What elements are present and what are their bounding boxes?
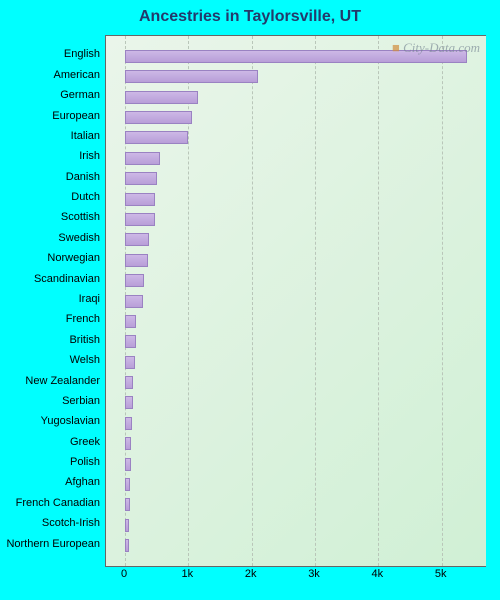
y-tick-label: Welsh [0,354,100,366]
bar [125,213,155,226]
y-tick-label: Scottish [0,211,100,223]
ancestry-chart: Ancestries in Taylorsville, UT ■ City-Da… [0,0,500,600]
y-tick-label: Irish [0,150,100,162]
x-tick-label: 2k [245,568,257,580]
y-tick-label: Serbian [0,395,100,407]
y-tick-label: British [0,334,100,346]
y-tick-label: Iraqi [0,293,100,305]
bar [125,335,136,348]
x-tick-label: 3k [308,568,320,580]
bar [125,274,144,287]
bar [125,233,149,246]
y-tick-label: Polish [0,456,100,468]
y-tick-label: Afghan [0,476,100,488]
bar [125,295,143,308]
y-tick-label: Scandinavian [0,273,100,285]
chart-title: Ancestries in Taylorsville, UT [0,0,500,26]
x-tick-label: 1k [182,568,194,580]
y-tick-label: French Canadian [0,497,100,509]
bar [125,417,132,430]
y-tick-label: Swedish [0,232,100,244]
bar [125,519,129,532]
bar [125,111,192,124]
grid-line [252,36,253,566]
x-tick-label: 0 [121,568,127,580]
y-tick-label: Scotch-Irish [0,517,100,529]
y-tick-label: Italian [0,130,100,142]
bar [125,193,155,206]
y-tick-label: Greek [0,436,100,448]
x-tick-label: 5k [435,568,447,580]
grid-line [378,36,379,566]
grid-line [315,36,316,566]
bar [125,172,157,185]
y-tick-label: English [0,48,100,60]
y-tick-label: German [0,89,100,101]
y-tick-label: American [0,69,100,81]
bar [125,131,188,144]
bar [125,315,136,328]
y-tick-label: Dutch [0,191,100,203]
bar [125,152,160,165]
bar [125,356,135,369]
y-tick-label: European [0,110,100,122]
grid-line [442,36,443,566]
bar [125,376,133,389]
y-tick-label: Norwegian [0,252,100,264]
y-tick-label: Northern European [0,538,100,550]
bar [125,396,133,409]
bar [125,254,148,267]
y-tick-label: Yugoslavian [0,415,100,427]
bar [125,498,130,511]
y-tick-label: Danish [0,171,100,183]
y-tick-label: New Zealander [0,375,100,387]
bar [125,91,198,104]
bar [125,437,131,450]
plot-area [105,35,486,567]
y-tick-label: French [0,313,100,325]
x-tick-label: 4k [372,568,384,580]
watermark: ■ City-Data.com [392,40,480,56]
bar [125,70,258,83]
bar [125,539,129,552]
bar [125,458,131,471]
bar [125,478,130,491]
